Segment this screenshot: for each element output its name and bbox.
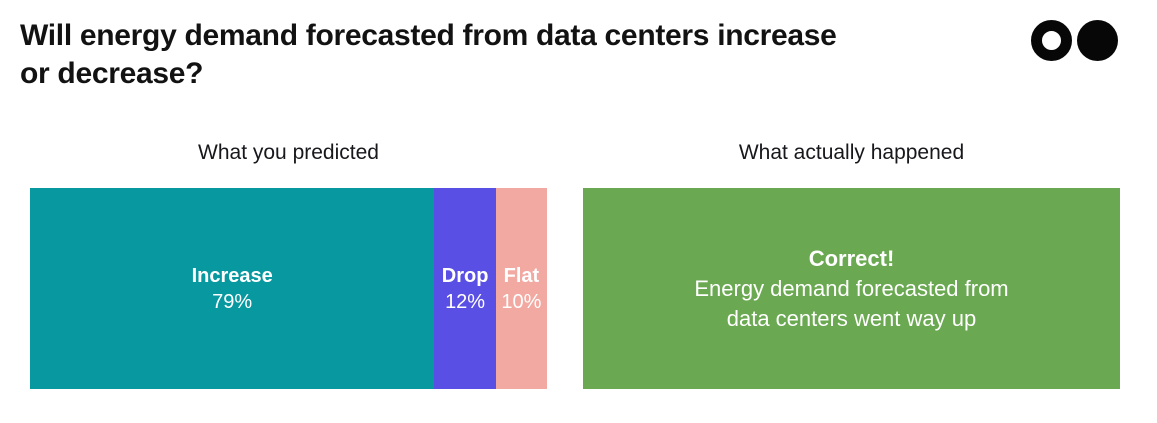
segment-value: 12% [445, 290, 486, 313]
segment-name: Drop [441, 264, 489, 287]
segment-name: Increase [191, 264, 273, 287]
bar-segment-drop: Drop 12% [434, 188, 496, 389]
segment-value: 10% [501, 290, 542, 313]
bar-segment-increase: Increase 79% [30, 188, 435, 389]
logo [1031, 20, 1118, 61]
bar-segment-flat: Flat 10% [495, 188, 547, 389]
segment-value: 79% [212, 290, 253, 313]
outcome-box: Correct! Energy demand forecasted from d… [583, 188, 1120, 389]
predicted-panel: What you predicted Increase 79% Drop 12%… [30, 142, 547, 389]
page-title: Will energy demand forecasted from data … [20, 19, 837, 90]
filled-circle-icon [1077, 20, 1118, 61]
ring-circle-icon [1031, 20, 1072, 61]
outcome-text: Energy demand forecasted from data cente… [694, 275, 1009, 331]
segment-name: Flat [503, 264, 540, 287]
stacked-bar: Increase 79% Drop 12% Flat 10% [30, 188, 547, 389]
actual-panel: What actually happened Correct! Energy d… [583, 142, 1120, 389]
outcome-title: Correct! [808, 245, 895, 271]
actual-panel-label: What actually happened [738, 141, 965, 164]
predicted-panel-label: What you predicted [198, 141, 379, 164]
